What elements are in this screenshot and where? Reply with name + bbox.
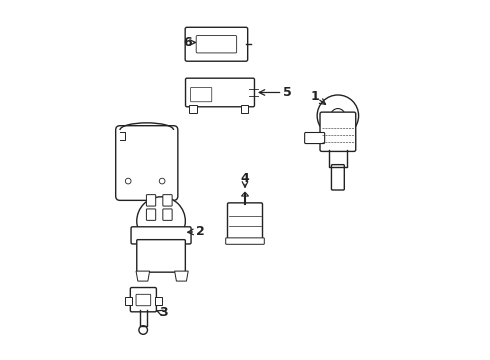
- Circle shape: [331, 109, 345, 123]
- Circle shape: [137, 197, 185, 246]
- FancyBboxPatch shape: [163, 195, 172, 206]
- FancyBboxPatch shape: [191, 87, 212, 102]
- FancyBboxPatch shape: [196, 36, 237, 53]
- Circle shape: [139, 326, 147, 334]
- FancyBboxPatch shape: [137, 240, 185, 272]
- FancyBboxPatch shape: [130, 288, 156, 312]
- FancyBboxPatch shape: [227, 203, 263, 242]
- Text: 4: 4: [241, 172, 249, 185]
- Polygon shape: [174, 271, 188, 281]
- FancyBboxPatch shape: [305, 132, 325, 144]
- Text: 6: 6: [183, 36, 192, 49]
- Text: 1: 1: [310, 90, 319, 103]
- Text: 5: 5: [283, 86, 292, 99]
- Polygon shape: [124, 297, 132, 305]
- FancyBboxPatch shape: [185, 27, 247, 61]
- Text: 2: 2: [196, 225, 205, 238]
- FancyBboxPatch shape: [147, 195, 156, 206]
- Polygon shape: [242, 192, 248, 196]
- Circle shape: [159, 178, 165, 184]
- Text: 3: 3: [159, 306, 168, 319]
- FancyBboxPatch shape: [147, 209, 156, 220]
- Polygon shape: [136, 271, 149, 281]
- Polygon shape: [155, 297, 162, 305]
- FancyBboxPatch shape: [116, 126, 178, 201]
- Circle shape: [317, 95, 359, 136]
- FancyBboxPatch shape: [331, 165, 344, 190]
- FancyBboxPatch shape: [320, 112, 356, 152]
- FancyBboxPatch shape: [131, 227, 191, 244]
- FancyBboxPatch shape: [226, 238, 264, 244]
- FancyBboxPatch shape: [136, 294, 151, 306]
- FancyBboxPatch shape: [163, 209, 172, 220]
- FancyBboxPatch shape: [186, 78, 254, 107]
- Polygon shape: [241, 105, 248, 113]
- Circle shape: [125, 178, 131, 184]
- Polygon shape: [189, 105, 196, 113]
